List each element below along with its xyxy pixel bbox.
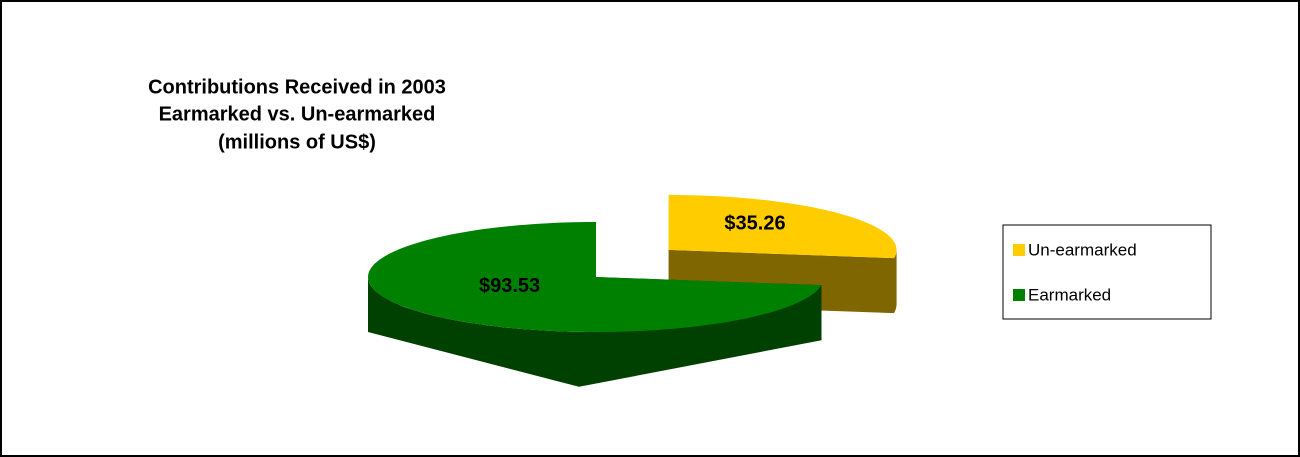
pie: $35.26 $93.53 bbox=[368, 194, 897, 387]
legend-label: Un-earmarked bbox=[1028, 240, 1137, 259]
value-label: $35.26 bbox=[724, 212, 785, 234]
slice-top bbox=[668, 194, 897, 259]
slice-top bbox=[368, 222, 822, 332]
chart-title: Earmarked vs. Un-earmarked bbox=[159, 103, 436, 125]
legend-swatch bbox=[1013, 289, 1025, 301]
chart-title: Contributions Received in 2003 bbox=[148, 76, 446, 98]
legend-label: Earmarked bbox=[1028, 285, 1111, 304]
legend: Un-earmarked Earmarked bbox=[1002, 224, 1212, 320]
legend-swatch bbox=[1013, 244, 1025, 256]
value-label: $93.53 bbox=[479, 275, 540, 297]
chart-title: (millions of US$) bbox=[218, 131, 376, 153]
slice-wall bbox=[368, 277, 822, 387]
pie-slice bbox=[368, 222, 822, 387]
legend-box bbox=[1002, 224, 1212, 320]
slice-wall bbox=[894, 249, 897, 314]
